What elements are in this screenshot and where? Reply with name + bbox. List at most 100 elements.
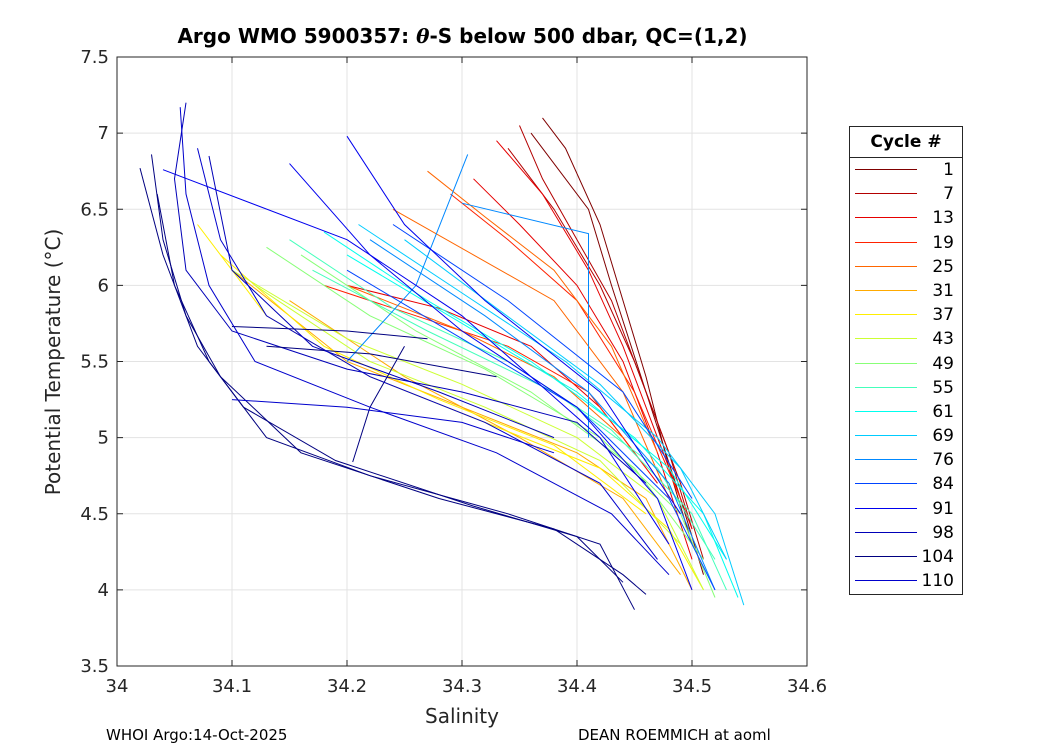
y-tick-label: 5.5 [80,352,109,373]
legend-swatch [855,531,917,533]
legend-item: 37 [850,303,962,327]
y-tick-label: 4.5 [80,504,109,525]
legend-label: 19 [932,232,954,253]
legend-item: 49 [850,352,962,376]
series-line-cycle-69 [404,239,727,560]
x-tick-label: 34.6 [787,676,827,697]
series-line-cycle-76 [369,239,716,591]
series-line-cycle-13 [473,178,693,560]
legend-swatch [855,410,917,412]
legend-item: 55 [850,376,962,400]
series-line-cycle-43 [231,269,704,591]
legend-swatch [855,217,917,219]
legend-item: 25 [850,255,962,279]
legend-label: 43 [932,329,954,350]
title-suffix: -S below 500 dbar, QC=(1,2) [429,24,748,48]
legend-item: 13 [850,206,962,230]
legend-label: 76 [932,450,954,471]
series-line-cycle-25 [392,208,670,499]
legend-swatch [855,265,917,267]
footer-left: WHOI Argo:14-Oct-2025 [106,726,288,744]
legend-item: 69 [850,424,962,448]
legend-swatch [855,241,917,243]
legend-label: 31 [932,280,954,301]
legend-label: 55 [932,377,954,398]
title-prefix: Argo WMO 5900357: [177,24,417,48]
legend-swatch [855,362,917,364]
legend-label: 84 [932,474,954,495]
y-tick-label: 7 [98,123,109,144]
series-line-cycle-61 [346,254,727,560]
series-line-cycle-110 [179,107,670,576]
x-tick-label: 34.1 [212,676,252,697]
legend-swatch [855,507,917,509]
legend-swatch [855,338,917,340]
legend-label: 61 [932,401,954,422]
title-theta: θ [416,24,430,48]
series-line-cycle-84 [392,224,693,499]
y-tick-label: 4 [98,580,109,601]
series-line-cycle-104 [139,167,624,583]
legend-label: 104 [921,547,954,567]
legend-label: 7 [943,184,954,205]
legend-swatch [855,193,917,195]
series-line-cycle-110 [197,148,658,560]
legend-item: 31 [850,279,962,303]
x-tick-label: 34.4 [557,676,597,697]
y-tick-label: 7.5 [80,47,109,68]
series-line-cycle-49 [266,246,716,598]
legend-swatch [855,556,917,557]
legend-title: Cycle # [850,127,962,158]
legend-item: 91 [850,497,962,521]
legend-item: 43 [850,327,962,351]
series-line-cycle-110 [231,399,555,454]
legend-swatch [855,289,917,291]
legend-label: 37 [932,305,954,326]
legend-item: 110 [850,569,962,593]
series-line-cycle-25 [427,170,658,453]
y-axis-label: Potential Temperature (°C) [41,228,65,496]
legend-item: 7 [850,182,962,206]
series-line-cycle-104 [231,326,428,340]
legend-label: 25 [932,256,954,277]
series-line-cycle-98 [173,102,647,484]
legend-swatch [855,386,917,388]
series-line-cycle-61 [323,231,739,598]
legend-items: 1 7 13 19 25 31 37 43 49 55 61 69 76 84 91 98 104 110 [850,158,962,593]
x-tick-label: 34.2 [327,676,367,697]
series-line-cycle-104 [266,345,497,378]
legend: Cycle # 1 7 13 19 25 31 37 43 49 55 61 69 76 84 91 98 10… [849,126,963,595]
series-line-cycle-91 [346,135,681,515]
legend-swatch [855,483,917,485]
series-line-cycle-13 [496,140,693,530]
legend-label: 110 [921,571,954,592]
series-line-cycle-7 [519,125,704,560]
plot-series [139,102,745,610]
series-line-cycle-91 [162,169,670,545]
legend-label: 1 [943,160,954,180]
x-tick-label: 34.5 [672,676,712,697]
series-line-cycle-76 [461,202,589,438]
y-tick-label: 6.5 [80,199,109,220]
series-line-cycle-37 [220,254,647,515]
legend-swatch [855,314,917,316]
chart-title: Argo WMO 5900357: θ-S below 500 dbar, QC… [0,24,925,48]
x-axis-label: Salinity [425,704,499,728]
y-tick-label: 5 [98,428,109,449]
legend-item: 84 [850,472,962,496]
legend-item: 19 [850,231,962,255]
legend-item: 61 [850,400,962,424]
legend-item: 98 [850,521,962,545]
y-tick-label: 6 [98,275,109,296]
series-line-cycle-31 [289,300,681,576]
legend-label: 98 [932,522,954,543]
series-line-cycle-43 [254,284,681,545]
legend-item: 1 [850,158,962,182]
series-line-cycle-31 [231,269,693,591]
y-tick-label: 3.5 [80,656,109,677]
legend-swatch [855,435,917,437]
legend-item: 76 [850,448,962,472]
legend-label: 49 [932,353,954,374]
legend-label: 13 [932,208,954,229]
series-line-cycle-91 [289,163,693,591]
